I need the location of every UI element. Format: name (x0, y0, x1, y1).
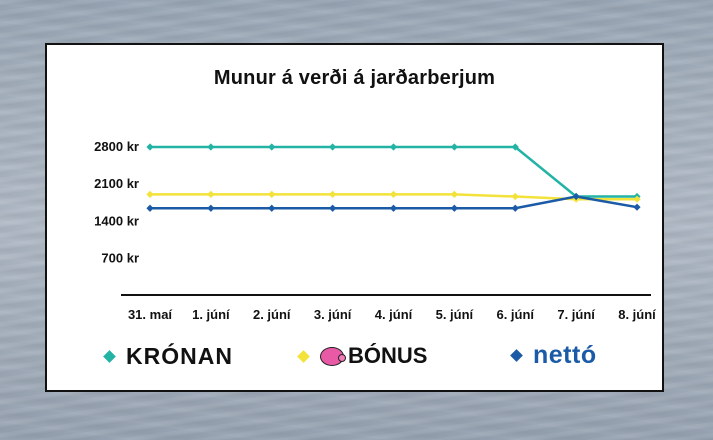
x-tick-label: 2. júní (253, 307, 291, 322)
data-point-0-3 (329, 143, 337, 151)
data-point-1-8 (633, 195, 641, 203)
legend-kronan-label: KRÓNAN (126, 343, 233, 369)
data-point-0-0 (146, 143, 154, 151)
diamond-marker-icon (297, 349, 310, 363)
data-point-2-3 (329, 204, 337, 212)
y-tick-label: 2800 kr (94, 139, 139, 154)
y-tick-label: 1400 kr (94, 213, 139, 228)
series-line-0 (150, 145, 637, 198)
data-point-0-1 (207, 143, 215, 151)
diamond-marker-icon (510, 349, 523, 362)
data-point-1-1 (207, 190, 215, 199)
legend-netto-label: nettó (533, 341, 597, 369)
data-point-2-2 (268, 204, 276, 212)
data-point-1-4 (389, 190, 398, 199)
diamond-marker-icon (103, 350, 116, 363)
data-point-0-6 (511, 143, 519, 151)
data-point-2-1 (207, 204, 215, 212)
chart-title: Munur á verði á jarðarberjum (213, 67, 496, 89)
y-tick-label: 700 kr (101, 251, 139, 266)
data-point-1-2 (268, 190, 276, 199)
data-point-2-8 (633, 203, 641, 211)
legend-kronan: KRÓNAN (103, 343, 233, 370)
data-point-1-0 (146, 190, 154, 199)
x-tick-label: 31. maí (128, 307, 172, 322)
data-point-1-6 (511, 192, 519, 201)
x-tick-label: 4. júní (375, 307, 413, 322)
legend-bonus: BÓNUS (297, 343, 428, 369)
data-point-0-4 (389, 143, 398, 151)
data-point-2-5 (450, 204, 458, 212)
legend-bonus-label: BÓNUS (348, 343, 428, 368)
data-point-1-5 (450, 190, 458, 199)
x-tick-label: 8. júní (618, 307, 656, 322)
x-tick-label: 3. júní (314, 307, 352, 322)
y-tick-label: 2100 kr (94, 176, 139, 191)
data-point-1-3 (329, 190, 337, 199)
data-point-2-6 (511, 204, 519, 212)
legend-netto: nettó (510, 341, 597, 370)
data-point-2-0 (146, 204, 154, 212)
data-point-0-5 (450, 143, 458, 151)
pig-logo-icon (320, 346, 346, 366)
x-tick-label: 6. júní (496, 307, 534, 322)
x-tick-label: 5. júní (436, 307, 474, 322)
x-tick-label: 7. júní (557, 307, 595, 322)
data-point-2-7 (572, 192, 580, 201)
chart-panel: Munur á verði á jarðarberjum 2800 kr 2100… (45, 43, 664, 392)
data-point-0-2 (268, 143, 276, 151)
x-tick-label: 1. júní (192, 307, 230, 322)
data-point-2-4 (389, 204, 398, 212)
line-chart: 2800 kr 2100 kr 1400 kr 700 kr 31. maí 1. jú… (94, 139, 656, 322)
